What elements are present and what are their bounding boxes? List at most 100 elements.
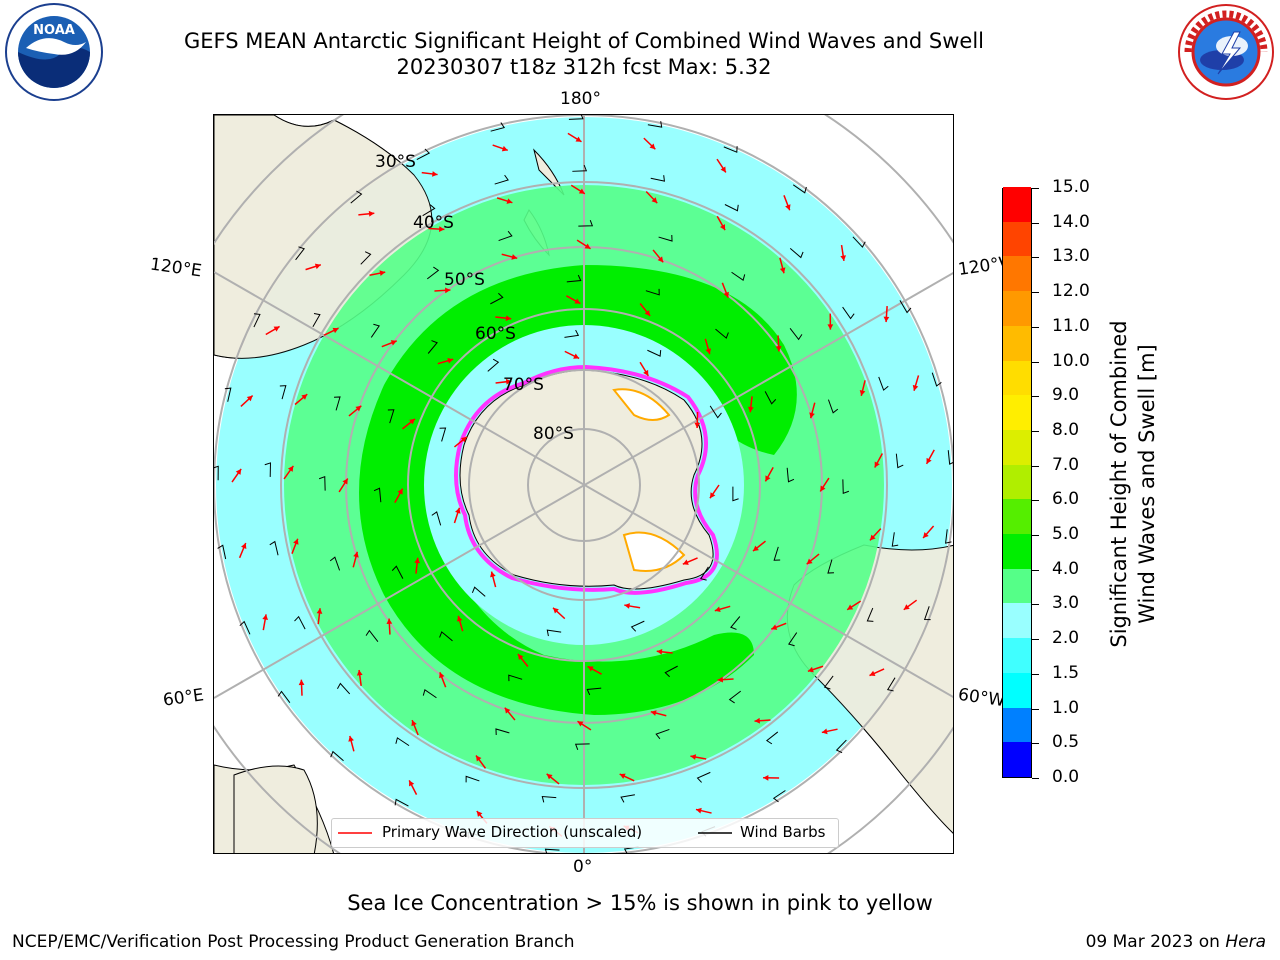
wind-barb: [217, 544, 227, 560]
colorbar-tick: [1032, 292, 1039, 294]
colorbar-segment: [1003, 602, 1031, 639]
wave-arrow-head: [785, 204, 791, 211]
wind-barb: [541, 795, 557, 803]
colorbar-tick: [1032, 673, 1039, 675]
wind-barb: [572, 164, 588, 172]
colorbar-tick-label: 6.0: [1052, 489, 1080, 510]
colorbar-segment: [1003, 255, 1031, 292]
wave-arrow-head: [584, 243, 591, 249]
wave-arrow-head: [314, 263, 321, 270]
wave-arrow-head: [501, 145, 508, 152]
wind-barb: [827, 559, 834, 574]
colorbar-tick: [1032, 361, 1039, 363]
wind-barb: [360, 251, 372, 265]
colorbar-segment: [1003, 429, 1031, 465]
colorbar-segment: [1003, 637, 1031, 673]
wind-barb: [544, 848, 560, 853]
colorbar-tick: [1032, 326, 1039, 328]
sea-ice-note: Sea Ice Concentration > 15% is shown in …: [347, 891, 933, 915]
wave-arrow-head: [386, 618, 393, 625]
lon-label-120e: 120°E: [148, 254, 203, 282]
wave-arrow-head: [847, 604, 854, 610]
wind-barb: [490, 122, 506, 132]
lat-label-40s: 40°S: [413, 213, 454, 233]
wave-arrow-head: [262, 614, 269, 621]
wind-barb: [647, 349, 662, 357]
wind-barb: [422, 204, 436, 217]
wave-arrow-head: [298, 679, 305, 686]
graticule: [214, 115, 953, 853]
wave-arrow-head: [490, 571, 496, 578]
colorbar-segment: [1003, 672, 1031, 708]
wave-arrow-head: [747, 406, 754, 413]
colorbar-tick: [1032, 222, 1039, 224]
wind-barb: [330, 750, 344, 762]
colorbar-tick: [1032, 569, 1039, 571]
wind-barb: [835, 739, 847, 754]
wave-arrow-head: [926, 457, 932, 464]
colorbar-segment: [1003, 498, 1031, 535]
wave-arrow-head: [709, 492, 716, 499]
wave-arrow-head: [923, 532, 929, 539]
colorbar-tick-label: 0.0: [1052, 767, 1080, 787]
wind-barb: [792, 184, 807, 194]
wind-barb: [370, 323, 380, 338]
wind-barb: [732, 486, 739, 502]
wind-barb: [224, 387, 232, 402]
wave-arrow-head: [316, 608, 323, 614]
wind-barb: [620, 794, 635, 803]
wave-arrow-head: [619, 773, 626, 779]
wind-barb-line-icon: [698, 832, 732, 834]
colorbar-tick: [1032, 500, 1039, 502]
wave-arrow-head: [869, 534, 876, 541]
colorbar: [1002, 186, 1032, 778]
colorbar-tick: [1032, 535, 1039, 537]
wave-arrow-head: [682, 559, 689, 565]
wave-arrow-head: [409, 780, 415, 787]
chart-subtitle-forecast: 20230307 t18z 312h fcst Max: 5.32: [396, 55, 772, 79]
wind-barb: [899, 300, 912, 314]
wind-barb: [891, 532, 899, 547]
wave-arrow-head: [353, 551, 359, 558]
wave-arrow-head: [356, 670, 363, 676]
wind-barb: [487, 358, 500, 372]
wave-arrow-head: [409, 418, 416, 425]
wave-arrow-head: [717, 676, 724, 683]
wave-arrow-head: [651, 197, 658, 204]
colorbar-tick-label: 4.0: [1052, 558, 1080, 579]
wind-barb: [426, 266, 440, 280]
colorbar-segment: [1003, 394, 1031, 430]
colorbar-tick-label: 15.0: [1052, 177, 1090, 197]
polar-stereographic-map: [214, 115, 953, 853]
wave-arrow-head: [241, 543, 247, 549]
wind-barb: [439, 427, 447, 442]
wind-barb: [294, 615, 306, 630]
colorbar-segment: [1003, 707, 1031, 743]
colorbar-tick-label: 12.0: [1052, 281, 1090, 302]
wind-barb: [788, 632, 798, 647]
wave-arrow-head: [505, 378, 512, 385]
wave-arrow-head: [765, 475, 771, 482]
wave-arrow-head: [752, 545, 759, 552]
wave-arrow-head: [775, 345, 782, 352]
wave-arrow-head: [821, 728, 828, 735]
date-stamp: 09 Mar 2023 on Hera: [1086, 932, 1266, 952]
wind-barb: [699, 566, 709, 581]
wave-arrow-head: [754, 717, 760, 724]
wind-barb: [329, 556, 341, 571]
wind-barb: [508, 674, 523, 682]
colorbar-segment: [1003, 568, 1031, 604]
lon-label-180: 180°: [560, 89, 601, 109]
wave-arrow-head: [723, 291, 729, 298]
wind-barb: [645, 288, 660, 296]
wind-barb: [866, 607, 874, 622]
wave-arrow-head: [903, 604, 910, 610]
wind-barb: [279, 385, 287, 400]
wind-barb: [471, 586, 486, 597]
wave-arrow-head: [771, 624, 778, 630]
wind-barb: [723, 146, 738, 153]
wave-arrow-head: [720, 166, 726, 173]
colorbar-segment: [1003, 360, 1031, 396]
colorbar-segment: [1003, 221, 1031, 257]
wave-arrow-head: [456, 615, 463, 622]
